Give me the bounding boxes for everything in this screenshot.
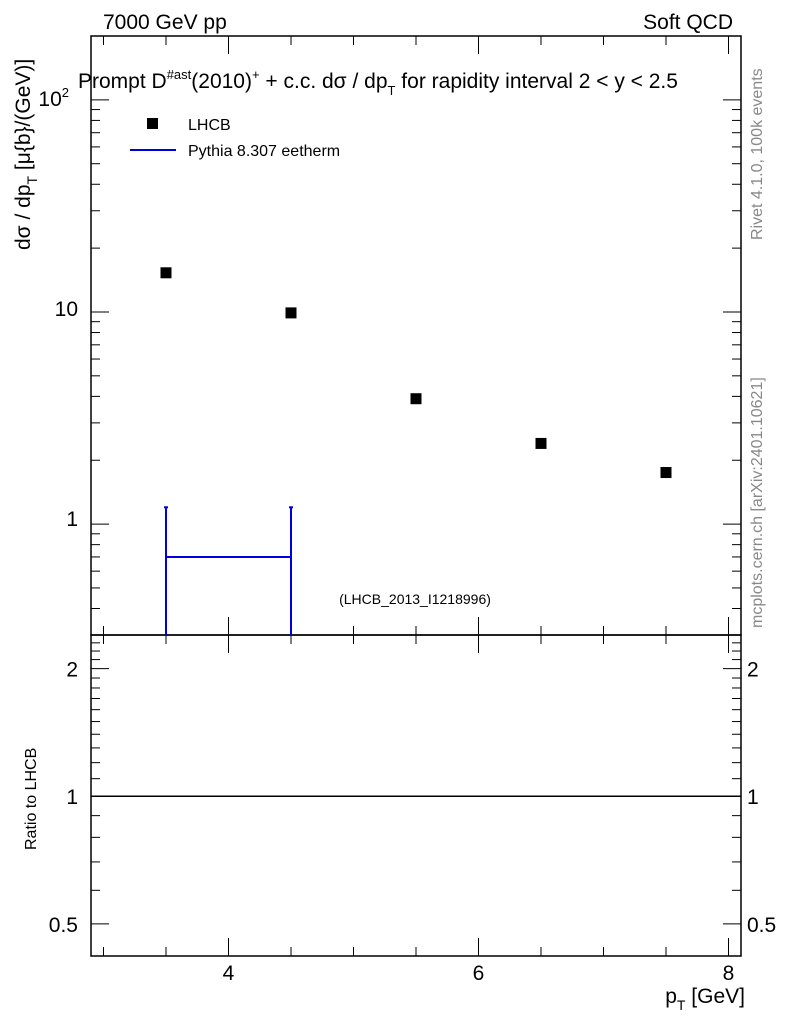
legend-label-lhcb: LHCB — [188, 117, 231, 134]
main-y-ticks — [91, 35, 741, 636]
lhcb-data-point — [660, 467, 672, 479]
ratio-ticklabel-right: 0.5 — [747, 914, 776, 937]
lhcb-data-point — [160, 267, 172, 279]
ratio-y-ticks — [91, 642, 741, 925]
x-tick-labels: 4 6 8 — [223, 962, 735, 985]
ratio-ticklabel-right: 2 — [747, 659, 759, 682]
x-ticklabel: 8 — [723, 962, 735, 985]
header-left: 7000 GeV pp — [103, 11, 227, 34]
ratio-ticklabel-left: 0.5 — [49, 914, 78, 937]
x-ticks — [103, 36, 729, 956]
legend-marker-lhcb — [147, 118, 158, 129]
ratio-ticklabel-right: 1 — [747, 786, 759, 809]
ytick-label-100: 102 — [38, 85, 69, 111]
x-ticklabel: 6 — [473, 962, 485, 985]
lhcb-data-point — [410, 393, 422, 405]
lhcb-data-point — [535, 437, 547, 449]
mc-histogram — [164, 506, 293, 635]
ratio-tick-labels: 0.5 0.5 1 1 2 2 — [49, 659, 776, 937]
analysis-tag: (LHCB_2013_I1218996) — [339, 591, 491, 607]
x-ticklabel: 4 — [223, 962, 235, 985]
ratio-ticklabel-left: 1 — [66, 786, 78, 809]
header-right: Soft QCD — [643, 11, 733, 34]
x-axis-label: pT [GeV] — [665, 985, 745, 1013]
ratio-ticklabel-left: 2 — [66, 659, 78, 682]
lhcb-data-points — [160, 267, 672, 479]
mcplots-label: mcplots.cern.ch [arXiv:2401.10621] — [749, 377, 766, 628]
ratio-axis-label: Ratio to LHCB — [23, 748, 40, 850]
rivet-label: Rivet 4.1.0, 100k events — [749, 68, 766, 240]
lhcb-data-point — [285, 307, 297, 319]
legend-label-pythia: Pythia 8.307 eetherm — [188, 143, 340, 160]
ytick-label-10: 10 — [55, 298, 78, 321]
ytick-label-1: 1 — [66, 508, 78, 531]
plot-title: Prompt D#ast(2010)+ + c.c. dσ / dpT for … — [78, 67, 678, 98]
y-axis-label: dσ / dpT [μ{b}/(GeV)] — [12, 59, 40, 250]
